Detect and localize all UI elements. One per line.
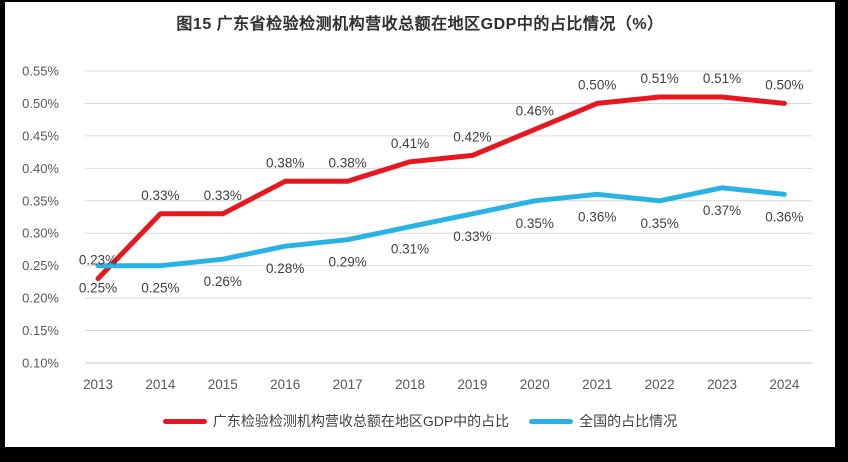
svg-text:0.25%: 0.25% xyxy=(79,281,117,296)
svg-text:2022: 2022 xyxy=(645,377,675,392)
svg-text:0.33%: 0.33% xyxy=(141,188,179,203)
svg-text:2018: 2018 xyxy=(395,377,425,392)
legend-swatch-national-line xyxy=(529,418,574,424)
svg-text:2016: 2016 xyxy=(270,377,300,392)
svg-text:0.30%: 0.30% xyxy=(22,226,59,241)
svg-text:2015: 2015 xyxy=(208,377,238,392)
svg-text:0.50%: 0.50% xyxy=(22,96,59,111)
legend-swatch-guangdong-line xyxy=(162,418,207,424)
svg-text:0.29%: 0.29% xyxy=(328,255,366,270)
line-chart-plot: 0.55% 0.50% 0.45% 0.40% 0.35% 0.30% 0.25% 0.20%… xyxy=(22,64,812,392)
svg-text:0.31%: 0.31% xyxy=(391,242,429,257)
svg-text:0.42%: 0.42% xyxy=(453,129,491,144)
svg-text:0.51%: 0.51% xyxy=(640,71,678,86)
svg-text:0.38%: 0.38% xyxy=(266,155,304,170)
svg-text:0.25%: 0.25% xyxy=(141,281,179,296)
svg-text:0.45%: 0.45% xyxy=(22,128,59,143)
legend-label-guangdong: 广东检验检测机构营收总额在地区GDP中的占比 xyxy=(212,413,510,429)
svg-text:2019: 2019 xyxy=(457,377,487,392)
svg-text:0.25%: 0.25% xyxy=(22,258,59,273)
svg-text:0.36%: 0.36% xyxy=(578,209,616,224)
svg-text:0.46%: 0.46% xyxy=(516,103,554,118)
svg-text:0.35%: 0.35% xyxy=(22,193,59,208)
svg-text:0.33%: 0.33% xyxy=(204,188,242,203)
svg-text:0.33%: 0.33% xyxy=(453,229,491,244)
svg-text:0.15%: 0.15% xyxy=(22,323,59,338)
chart-panel: 图15 广东省检验检测机构营收总额在地区GDP中的占比情况（%） 0.55% 0.… xyxy=(5,2,835,447)
svg-text:0.41%: 0.41% xyxy=(391,136,429,151)
svg-text:2013: 2013 xyxy=(83,377,113,392)
svg-text:0.36%: 0.36% xyxy=(765,209,803,224)
svg-text:0.23%: 0.23% xyxy=(79,253,117,268)
svg-text:2020: 2020 xyxy=(520,377,550,392)
svg-text:2017: 2017 xyxy=(333,377,363,392)
svg-text:2014: 2014 xyxy=(145,377,176,392)
legend-label-national: 全国的占比情况 xyxy=(579,413,678,429)
svg-text:0.38%: 0.38% xyxy=(328,155,366,170)
svg-text:0.26%: 0.26% xyxy=(204,274,242,289)
svg-text:2021: 2021 xyxy=(582,377,612,392)
svg-text:0.28%: 0.28% xyxy=(266,261,304,276)
chart-title: 图15 广东省检验检测机构营收总额在地区GDP中的占比情况（%） xyxy=(176,16,664,33)
svg-text:0.37%: 0.37% xyxy=(703,203,741,218)
svg-text:0.10%: 0.10% xyxy=(22,356,59,371)
svg-text:0.35%: 0.35% xyxy=(516,216,554,231)
svg-text:0.40%: 0.40% xyxy=(22,161,59,176)
svg-text:0.51%: 0.51% xyxy=(703,71,741,86)
svg-text:0.35%: 0.35% xyxy=(640,216,678,231)
chart-legend: 广东检验检测机构营收总额在地区GDP中的占比 全国的占比情况 xyxy=(5,411,835,431)
svg-text:0.55%: 0.55% xyxy=(22,64,59,79)
svg-text:0.50%: 0.50% xyxy=(765,77,803,92)
svg-text:2023: 2023 xyxy=(707,377,737,392)
svg-text:0.50%: 0.50% xyxy=(578,77,616,92)
svg-text:2024: 2024 xyxy=(769,377,800,392)
svg-text:0.20%: 0.20% xyxy=(22,291,59,306)
